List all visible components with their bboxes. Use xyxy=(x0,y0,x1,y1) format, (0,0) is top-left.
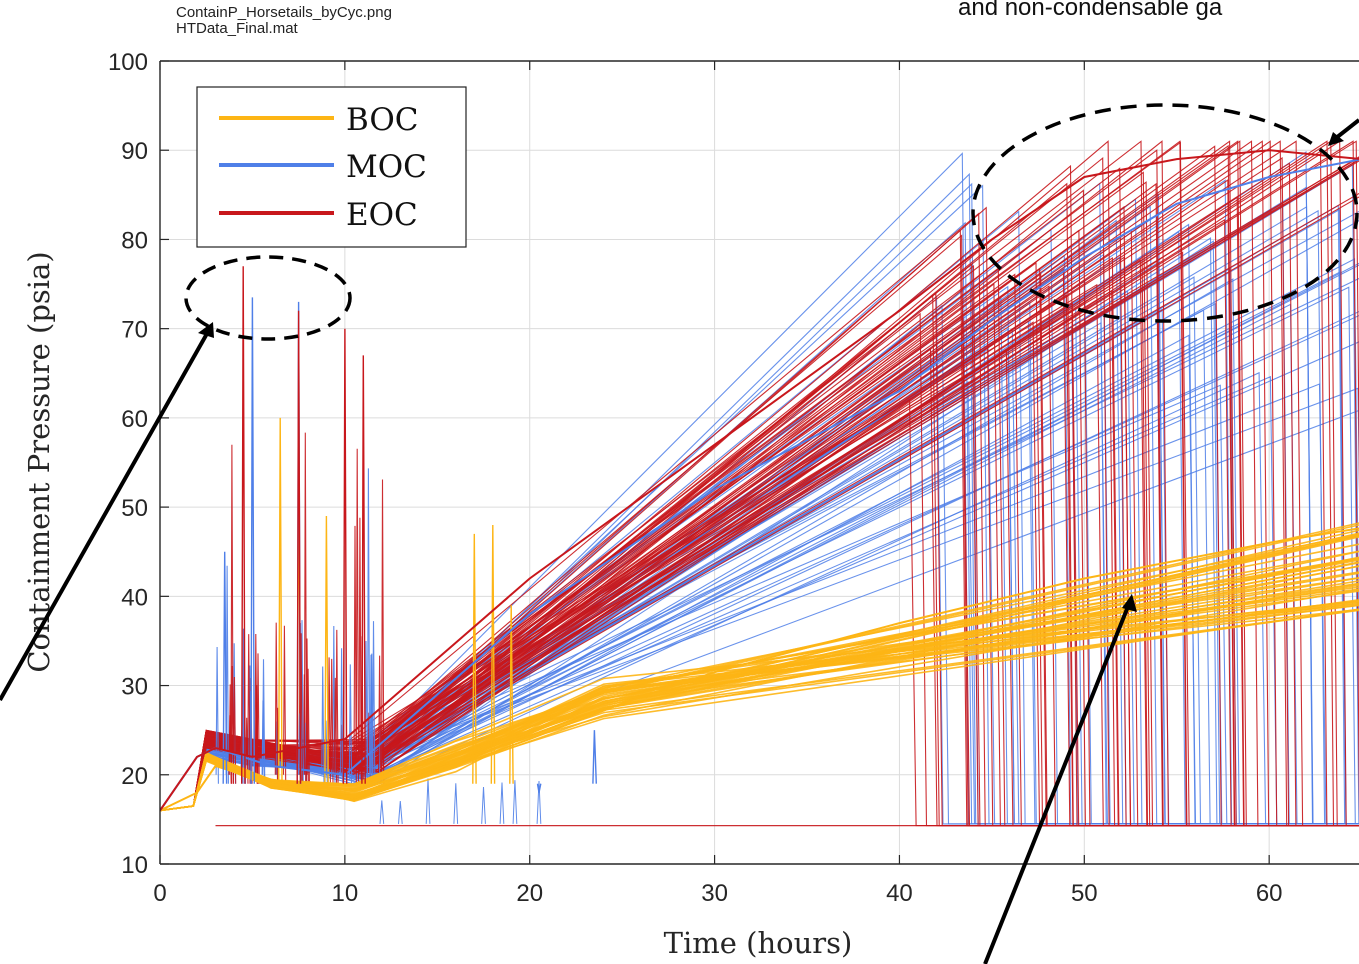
y-tick-label: 80 xyxy=(121,227,148,254)
legend-label-moc: MOC xyxy=(346,149,427,185)
y-tick-label: 50 xyxy=(121,495,148,522)
moc-drop xyxy=(380,800,384,824)
spike-peak-boc xyxy=(279,418,282,784)
x-tick-label: 50 xyxy=(1071,880,1098,907)
moc-drop xyxy=(426,779,430,824)
moc-drop xyxy=(482,787,486,824)
spike-peak-moc xyxy=(593,730,596,784)
y-tick-label: 100 xyxy=(108,49,148,76)
pointer-arrow-peak-pressure xyxy=(1336,120,1359,138)
spike-peak-moc xyxy=(251,297,254,783)
moc-trace xyxy=(160,238,1359,824)
moc-trace xyxy=(160,232,1359,824)
x-axis-label: Time (hours) xyxy=(664,926,853,960)
moc-drop xyxy=(500,783,504,824)
moc-drop xyxy=(513,780,517,824)
moc-drop xyxy=(399,801,403,824)
moc-trace xyxy=(160,254,1359,824)
y-tick-label: 30 xyxy=(121,674,148,701)
y-tick-label: 40 xyxy=(121,584,148,611)
y-tick-label: 20 xyxy=(121,763,148,790)
spike-peak-eoc xyxy=(362,355,365,783)
y-tick-label: 90 xyxy=(121,138,148,165)
eoc-trace xyxy=(160,236,1359,826)
y-tick-label: 70 xyxy=(121,317,148,344)
x-tick-label: 30 xyxy=(701,880,728,907)
legend-label-eoc: EOC xyxy=(346,197,418,233)
x-tick-label: 10 xyxy=(332,880,359,907)
legend-label-boc: BOC xyxy=(346,102,419,138)
x-tick-label: 60 xyxy=(1256,880,1283,907)
legend: BOC MOC EOC xyxy=(197,87,466,247)
x-tick-label: 0 xyxy=(153,880,166,907)
x-tick-label: 40 xyxy=(886,880,913,907)
y-tick-label: 60 xyxy=(121,406,148,433)
x-tick-label: 20 xyxy=(516,880,543,907)
moc-drop xyxy=(454,783,458,824)
y-tick-label: 10 xyxy=(121,852,148,879)
